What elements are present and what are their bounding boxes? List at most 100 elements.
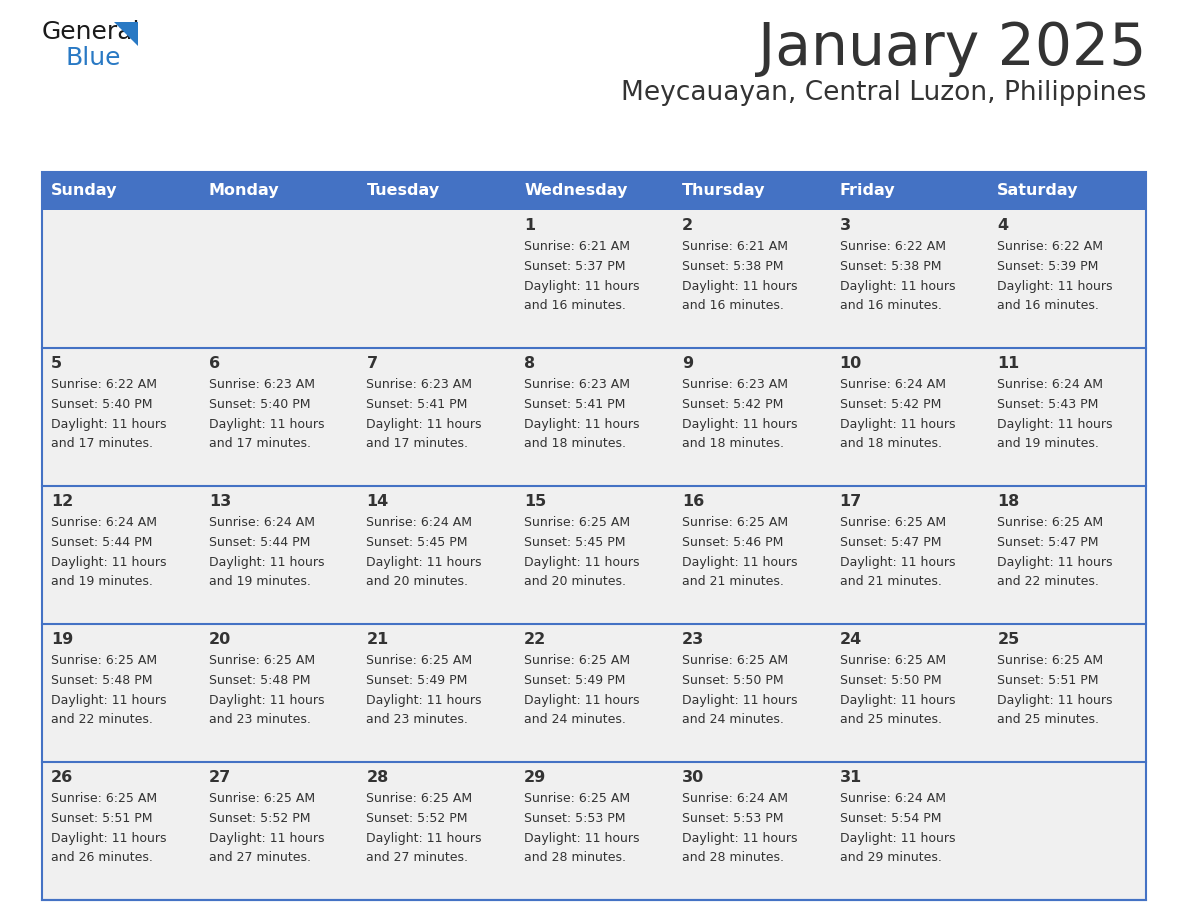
Bar (830, 210, 988, 348)
Text: Daylight: 11 hours: Daylight: 11 hours (997, 418, 1113, 431)
Text: 24: 24 (840, 632, 861, 647)
Text: 15: 15 (524, 494, 546, 509)
Text: and 16 minutes.: and 16 minutes. (840, 299, 941, 312)
Text: 8: 8 (524, 356, 536, 371)
Text: Sunset: 5:41 PM: Sunset: 5:41 PM (524, 398, 626, 411)
Bar (42, 172, 1146, 210)
Text: 5: 5 (51, 356, 62, 371)
Bar (42, 348, 200, 486)
Text: 18: 18 (997, 494, 1019, 509)
Text: and 28 minutes.: and 28 minutes. (524, 851, 626, 864)
Text: 30: 30 (682, 770, 704, 785)
Text: Daylight: 11 hours: Daylight: 11 hours (209, 418, 324, 431)
Text: Friday: Friday (840, 184, 896, 198)
Text: Daylight: 11 hours: Daylight: 11 hours (524, 556, 639, 569)
Text: Daylight: 11 hours: Daylight: 11 hours (366, 832, 482, 845)
Text: 17: 17 (840, 494, 861, 509)
Text: Daylight: 11 hours: Daylight: 11 hours (524, 832, 639, 845)
Text: Daylight: 11 hours: Daylight: 11 hours (524, 694, 639, 707)
Text: and 16 minutes.: and 16 minutes. (524, 299, 626, 312)
Text: Sunset: 5:47 PM: Sunset: 5:47 PM (997, 536, 1099, 549)
Text: 1: 1 (524, 218, 536, 233)
Text: Sunrise: 6:24 AM: Sunrise: 6:24 AM (682, 792, 788, 805)
Text: and 24 minutes.: and 24 minutes. (524, 713, 626, 726)
Bar (988, 348, 1146, 486)
Text: 26: 26 (51, 770, 74, 785)
Text: Blue: Blue (67, 46, 121, 70)
Text: 21: 21 (366, 632, 388, 647)
Text: Sunset: 5:48 PM: Sunset: 5:48 PM (51, 674, 152, 687)
Bar (988, 762, 1146, 900)
Bar (672, 210, 830, 348)
Text: Sunset: 5:47 PM: Sunset: 5:47 PM (840, 536, 941, 549)
Text: Sunrise: 6:25 AM: Sunrise: 6:25 AM (682, 516, 788, 529)
Text: Sunrise: 6:25 AM: Sunrise: 6:25 AM (51, 792, 157, 805)
Text: Sunset: 5:44 PM: Sunset: 5:44 PM (209, 536, 310, 549)
Text: Sunrise: 6:24 AM: Sunrise: 6:24 AM (366, 516, 473, 529)
Text: Sunrise: 6:22 AM: Sunrise: 6:22 AM (997, 240, 1104, 253)
Text: Sunset: 5:52 PM: Sunset: 5:52 PM (209, 812, 310, 825)
Text: Daylight: 11 hours: Daylight: 11 hours (51, 556, 166, 569)
Text: Daylight: 11 hours: Daylight: 11 hours (840, 832, 955, 845)
Text: Sunrise: 6:25 AM: Sunrise: 6:25 AM (366, 654, 473, 667)
Bar (42, 210, 200, 348)
Bar (42, 172, 1146, 900)
Text: Daylight: 11 hours: Daylight: 11 hours (524, 418, 639, 431)
Text: Sunset: 5:49 PM: Sunset: 5:49 PM (366, 674, 468, 687)
Text: Sunrise: 6:24 AM: Sunrise: 6:24 AM (840, 792, 946, 805)
Bar (830, 486, 988, 624)
Text: Sunset: 5:52 PM: Sunset: 5:52 PM (366, 812, 468, 825)
Text: Sunset: 5:41 PM: Sunset: 5:41 PM (366, 398, 468, 411)
Text: 11: 11 (997, 356, 1019, 371)
Text: and 16 minutes.: and 16 minutes. (682, 299, 784, 312)
Text: 31: 31 (840, 770, 861, 785)
Text: Sunrise: 6:23 AM: Sunrise: 6:23 AM (682, 378, 788, 391)
Bar (988, 210, 1146, 348)
Bar (200, 762, 358, 900)
Text: 27: 27 (209, 770, 230, 785)
Text: Sunrise: 6:24 AM: Sunrise: 6:24 AM (997, 378, 1104, 391)
Text: Sunrise: 6:24 AM: Sunrise: 6:24 AM (209, 516, 315, 529)
Text: 9: 9 (682, 356, 693, 371)
Text: Daylight: 11 hours: Daylight: 11 hours (209, 832, 324, 845)
Text: Sunrise: 6:25 AM: Sunrise: 6:25 AM (366, 792, 473, 805)
Text: Daylight: 11 hours: Daylight: 11 hours (366, 556, 482, 569)
Text: and 21 minutes.: and 21 minutes. (682, 575, 784, 588)
Bar (200, 210, 358, 348)
Text: Sunset: 5:51 PM: Sunset: 5:51 PM (997, 674, 1099, 687)
Bar (42, 486, 200, 624)
Text: Sunset: 5:46 PM: Sunset: 5:46 PM (682, 536, 783, 549)
Text: Sunrise: 6:25 AM: Sunrise: 6:25 AM (51, 654, 157, 667)
Text: General: General (42, 20, 140, 44)
Text: Sunrise: 6:25 AM: Sunrise: 6:25 AM (997, 654, 1104, 667)
Text: Daylight: 11 hours: Daylight: 11 hours (682, 694, 797, 707)
Bar (358, 762, 516, 900)
Bar (516, 762, 672, 900)
Text: and 17 minutes.: and 17 minutes. (51, 437, 153, 450)
Text: Daylight: 11 hours: Daylight: 11 hours (840, 694, 955, 707)
Text: Sunset: 5:50 PM: Sunset: 5:50 PM (840, 674, 941, 687)
Text: Sunrise: 6:25 AM: Sunrise: 6:25 AM (682, 654, 788, 667)
Text: Sunrise: 6:23 AM: Sunrise: 6:23 AM (209, 378, 315, 391)
Bar (358, 624, 516, 762)
Text: Monday: Monday (209, 184, 279, 198)
Bar (42, 624, 200, 762)
Bar (516, 210, 672, 348)
Bar (358, 348, 516, 486)
Text: Daylight: 11 hours: Daylight: 11 hours (524, 280, 639, 293)
Bar (200, 486, 358, 624)
Text: 13: 13 (209, 494, 230, 509)
Text: and 18 minutes.: and 18 minutes. (840, 437, 942, 450)
Text: Daylight: 11 hours: Daylight: 11 hours (366, 694, 482, 707)
Bar (672, 624, 830, 762)
Text: 23: 23 (682, 632, 704, 647)
Text: 25: 25 (997, 632, 1019, 647)
Text: Thursday: Thursday (682, 184, 765, 198)
Text: and 29 minutes.: and 29 minutes. (840, 851, 941, 864)
Text: Daylight: 11 hours: Daylight: 11 hours (682, 418, 797, 431)
Text: Daylight: 11 hours: Daylight: 11 hours (840, 280, 955, 293)
Text: Sunset: 5:40 PM: Sunset: 5:40 PM (51, 398, 152, 411)
Bar (830, 624, 988, 762)
Text: and 17 minutes.: and 17 minutes. (209, 437, 311, 450)
Bar (672, 348, 830, 486)
